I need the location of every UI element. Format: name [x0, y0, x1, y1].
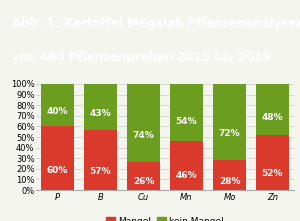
Text: von 460 Pflanzenproben 2015 bis 2019: von 460 Pflanzenproben 2015 bis 2019: [12, 51, 270, 64]
Bar: [213, 84, 246, 160]
Bar: [128, 162, 160, 190]
Bar: [256, 135, 289, 190]
Bar: [84, 130, 117, 190]
Bar: [128, 84, 160, 162]
Bar: [213, 160, 246, 190]
Bar: [170, 84, 202, 141]
Text: 57%: 57%: [90, 168, 111, 176]
Legend: Mangel, kein Mangel: Mangel, kein Mangel: [102, 214, 228, 221]
Text: 43%: 43%: [90, 109, 111, 118]
Text: 46%: 46%: [176, 171, 197, 180]
Bar: [84, 84, 117, 130]
Text: 48%: 48%: [262, 112, 283, 122]
Bar: [256, 84, 289, 135]
Text: 26%: 26%: [133, 177, 154, 186]
Text: 74%: 74%: [133, 131, 154, 139]
Bar: [41, 84, 74, 126]
Text: 54%: 54%: [176, 117, 197, 126]
Text: 40%: 40%: [47, 107, 68, 116]
Text: 60%: 60%: [47, 166, 68, 175]
Text: 72%: 72%: [219, 129, 240, 138]
Text: 28%: 28%: [219, 177, 240, 186]
Text: Abb. 1: Kartoffel Megalab Pflanzenanalysen: Abb. 1: Kartoffel Megalab Pflanzenanalys…: [12, 17, 300, 30]
Bar: [170, 141, 202, 190]
Text: 52%: 52%: [262, 169, 283, 178]
Bar: [41, 126, 74, 190]
